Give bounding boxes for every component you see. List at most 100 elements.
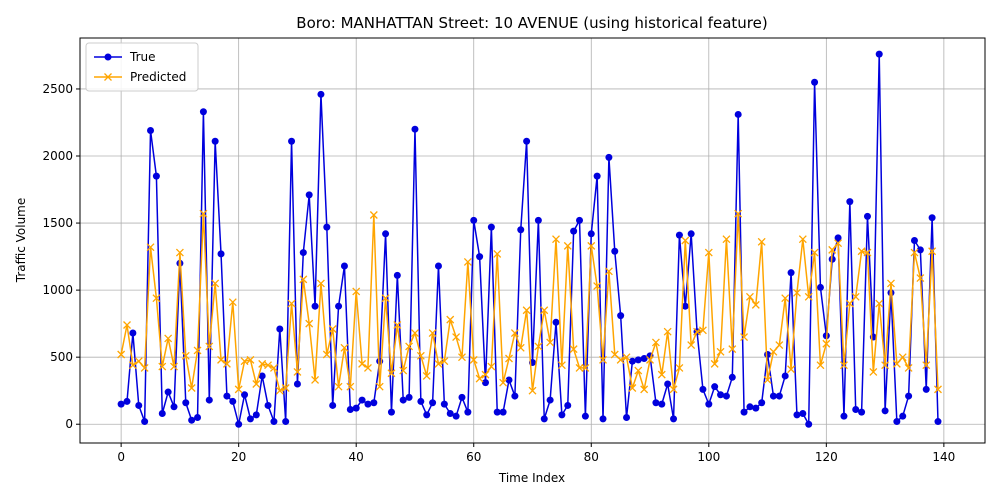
true-data-point [758, 399, 766, 407]
true-data-point [675, 231, 683, 239]
true-data-point [722, 392, 730, 400]
predicted-data-point [158, 362, 167, 371]
predicted-data-point [428, 329, 437, 337]
true-data-point [546, 396, 554, 404]
predicted-data-point [828, 245, 837, 254]
predicted-data-point [175, 248, 184, 257]
predicted-data-point [281, 384, 290, 392]
true-data-point [875, 50, 883, 58]
predicted-data-point [669, 385, 678, 394]
true-data-point [405, 393, 413, 401]
predicted-data-point [240, 357, 249, 366]
series-layer [117, 50, 942, 428]
predicted-data-point [222, 359, 231, 368]
predicted-data-point [246, 355, 255, 364]
true-data-point [711, 383, 719, 391]
true-data-point [164, 388, 172, 396]
predicted-data-point [422, 371, 431, 380]
true-data-point [340, 262, 348, 270]
true-data-point [311, 302, 319, 310]
true-data-point [352, 404, 360, 412]
true-data-point [681, 302, 689, 310]
predicted-data-point [264, 361, 273, 370]
y-tick-label: 2500 [42, 82, 73, 96]
true-data-point [235, 420, 243, 428]
predicted-data-point [316, 279, 325, 288]
true-data-point [769, 392, 777, 400]
true-data-point [540, 415, 548, 423]
true-data-point [570, 227, 578, 235]
predicted-data-point [781, 294, 790, 303]
true-data-point [493, 408, 501, 416]
predicted-data-point [346, 382, 355, 391]
predicted-data-point [434, 359, 443, 368]
true-data-point [523, 137, 531, 145]
true-data-point [293, 380, 301, 388]
true-data-point [147, 127, 155, 135]
x-tick-label: 140 [932, 450, 955, 464]
true-data-point [905, 392, 913, 400]
y-tick-label: 1500 [42, 216, 73, 230]
predicted-data-point [693, 327, 702, 336]
predicted-data-point [769, 347, 778, 356]
true-data-point [317, 90, 325, 98]
plot-frame [79, 37, 986, 444]
predicted-data-point [234, 385, 243, 394]
true-data-point [417, 397, 425, 405]
predicted-data-point [493, 249, 502, 258]
true-data-point [717, 391, 725, 399]
true-data-point [581, 412, 589, 420]
predicted-data-point [516, 343, 525, 352]
true-data-point [229, 397, 237, 405]
true-data-point [922, 385, 930, 393]
predicted-series-line [120, 212, 939, 392]
legend-predicted-label: Predicted [130, 70, 186, 84]
predicted-data-point [599, 355, 607, 364]
predicted-data-point [469, 355, 478, 364]
chart-title: Boro: MANHATTAN Street: 10 AVENUE (using… [296, 14, 767, 32]
true-data-point [670, 415, 678, 423]
true-data-point [452, 412, 460, 420]
true-data-point [364, 400, 372, 408]
true-data-point [276, 325, 284, 333]
true-data-point [434, 262, 442, 270]
predicted-data-point [211, 279, 220, 288]
true-data-point [170, 403, 178, 411]
predicted-data-point [334, 382, 343, 391]
true-data-point [634, 356, 642, 364]
predicted-data-point [710, 359, 719, 368]
predicted-data-point [751, 300, 760, 309]
true-data-point [705, 400, 713, 408]
true-data-point [382, 230, 390, 238]
predicted-data-point [840, 361, 848, 370]
true-data-point [605, 153, 613, 161]
true-data-point [728, 373, 736, 381]
predicted-data-point [604, 267, 613, 276]
predicted-data-point [922, 361, 931, 370]
predicted-data-point [269, 363, 278, 372]
true-data-point [241, 391, 249, 399]
true-data-point [299, 249, 307, 257]
true-data-point [658, 400, 666, 408]
true-data-point [752, 404, 760, 412]
true-data-point [135, 401, 143, 409]
predicted-data-point [405, 342, 414, 351]
predicted-data-point [775, 341, 784, 350]
true-data-point [205, 396, 213, 404]
y-axis-title: Traffic Volume [14, 198, 28, 284]
true-data-point [787, 269, 795, 277]
x-tick-label: 0 [117, 450, 125, 464]
predicted-data-point [822, 339, 831, 348]
true-data-point [746, 403, 754, 411]
true-data-point [123, 397, 131, 405]
predicted-data-point [863, 248, 872, 257]
predicted-data-point [757, 237, 766, 246]
true-data-point [158, 409, 166, 417]
predicted-data-point [463, 257, 472, 266]
true-data-point [246, 415, 254, 423]
predicted-data-point [393, 321, 402, 329]
predicted-data-point [557, 361, 566, 370]
predicted-data-point [228, 298, 237, 307]
true-data-point [852, 405, 860, 413]
